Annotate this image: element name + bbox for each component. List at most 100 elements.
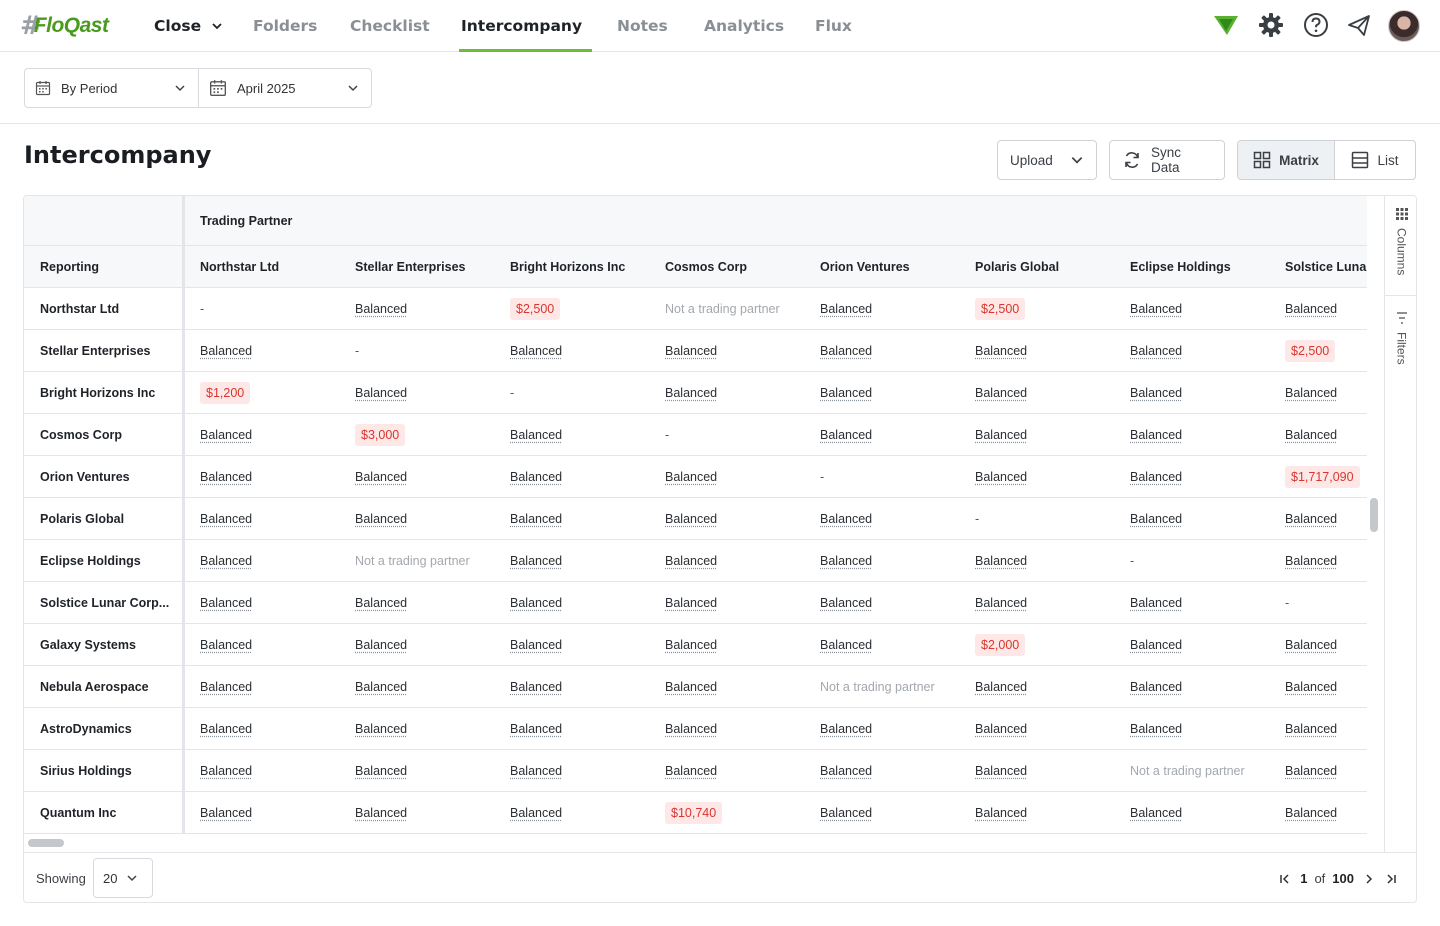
balanced-status[interactable]: Balanced (1285, 512, 1338, 526)
balanced-status[interactable]: Balanced (1130, 470, 1183, 484)
variance-badge[interactable]: $1,200 (200, 382, 251, 404)
balanced-status[interactable]: Balanced (975, 470, 1028, 484)
matrix-cell[interactable]: Balanced (1130, 330, 1182, 372)
balanced-status[interactable]: Balanced (1285, 680, 1338, 694)
column-header[interactable]: Polaris Global (975, 260, 1060, 274)
balanced-status[interactable]: Balanced (355, 680, 408, 694)
matrix-cell[interactable]: Balanced (510, 750, 562, 792)
balanced-status[interactable]: Balanced (200, 806, 253, 820)
balanced-status[interactable]: Balanced (665, 512, 718, 526)
matrix-cell[interactable]: Balanced (665, 372, 717, 414)
matrix-cell[interactable]: Balanced (200, 708, 252, 750)
balanced-status[interactable]: Balanced (1130, 680, 1183, 694)
list-view-button[interactable]: List (1335, 141, 1415, 179)
matrix-cell[interactable]: Balanced (820, 330, 872, 372)
user-avatar[interactable] (1388, 10, 1420, 42)
balanced-status[interactable]: Balanced (820, 596, 873, 610)
matrix-cell[interactable]: Balanced (665, 540, 717, 582)
balanced-status[interactable]: Balanced (665, 554, 718, 568)
matrix-cell[interactable]: Balanced (1130, 372, 1182, 414)
tab-folders[interactable]: Folders (253, 0, 317, 52)
last-page-icon[interactable] (1384, 872, 1398, 886)
floqast-logo[interactable]: # FloQast (20, 12, 109, 40)
matrix-cell[interactable]: Balanced (975, 330, 1027, 372)
balanced-status[interactable]: Balanced (200, 428, 253, 442)
balanced-status[interactable]: Balanced (510, 344, 563, 358)
matrix-cell[interactable]: Balanced (510, 624, 562, 666)
matrix-cell[interactable]: Balanced (665, 456, 717, 498)
balanced-status[interactable]: Balanced (665, 344, 718, 358)
balanced-status[interactable]: Balanced (820, 806, 873, 820)
balanced-status[interactable]: Balanced (665, 470, 718, 484)
matrix-cell[interactable]: Balanced (1285, 708, 1337, 750)
columns-panel-toggle[interactable]: Columns (1385, 208, 1416, 296)
column-header[interactable]: Eclipse Holdings (1130, 260, 1231, 274)
matrix-cell[interactable]: Balanced (665, 750, 717, 792)
balanced-status[interactable]: Balanced (1285, 386, 1338, 400)
balanced-status[interactable]: Balanced (510, 596, 563, 610)
matrix-cell[interactable]: Balanced (975, 750, 1027, 792)
matrix-cell[interactable]: $1,200 (200, 372, 251, 414)
matrix-cell[interactable]: Balanced (1130, 792, 1182, 834)
matrix-cell[interactable]: Balanced (355, 750, 407, 792)
matrix-cell[interactable]: $2,500 (975, 288, 1026, 330)
matrix-cell[interactable]: Balanced (355, 498, 407, 540)
matrix-cell[interactable]: Balanced (1130, 624, 1182, 666)
upload-button[interactable]: Upload (997, 140, 1097, 180)
matrix-cell[interactable]: Balanced (355, 624, 407, 666)
matrix-cell[interactable]: $2,500 (1285, 330, 1336, 372)
matrix-cell[interactable]: Balanced (200, 582, 252, 624)
balanced-status[interactable]: Balanced (975, 806, 1028, 820)
balanced-status[interactable]: Balanced (200, 596, 253, 610)
matrix-cell[interactable]: Balanced (1130, 498, 1182, 540)
balanced-status[interactable]: Balanced (1285, 764, 1338, 778)
balanced-status[interactable]: Balanced (1285, 638, 1338, 652)
variance-badge[interactable]: $2,500 (510, 298, 561, 320)
matrix-cell[interactable]: Balanced (355, 372, 407, 414)
balanced-status[interactable]: Balanced (975, 764, 1028, 778)
matrix-cell[interactable]: Balanced (665, 666, 717, 708)
balanced-status[interactable]: Balanced (1130, 806, 1183, 820)
matrix-cell[interactable]: Balanced (1285, 372, 1337, 414)
horizontal-scrollbar[interactable] (28, 839, 64, 847)
balanced-status[interactable]: Balanced (200, 638, 253, 652)
matrix-cell[interactable]: Balanced (200, 414, 252, 456)
balanced-status[interactable]: Balanced (355, 638, 408, 652)
vertical-scrollbar[interactable] (1370, 498, 1378, 532)
balanced-status[interactable]: Balanced (200, 680, 253, 694)
tab-checklist[interactable]: Checklist (350, 0, 430, 52)
matrix-cell[interactable]: Balanced (665, 330, 717, 372)
matrix-cell[interactable]: Balanced (820, 288, 872, 330)
balanced-status[interactable]: Balanced (665, 596, 718, 610)
balanced-status[interactable]: Balanced (355, 386, 408, 400)
matrix-cell[interactable]: Balanced (975, 708, 1027, 750)
balanced-status[interactable]: Balanced (510, 512, 563, 526)
balanced-status[interactable]: Balanced (1285, 428, 1338, 442)
matrix-cell[interactable]: Balanced (200, 498, 252, 540)
balanced-status[interactable]: Balanced (355, 596, 408, 610)
matrix-cell[interactable]: Balanced (1285, 288, 1337, 330)
matrix-cell[interactable]: Balanced (355, 288, 407, 330)
balanced-status[interactable]: Balanced (820, 722, 873, 736)
matrix-cell[interactable]: Balanced (820, 708, 872, 750)
matrix-cell[interactable]: $2,500 (510, 288, 561, 330)
tab-analytics[interactable]: Analytics (704, 0, 784, 52)
matrix-cell[interactable]: Balanced (1130, 288, 1182, 330)
balanced-status[interactable]: Balanced (665, 764, 718, 778)
matrix-cell[interactable]: $10,740 (665, 792, 723, 834)
matrix-cell[interactable]: Balanced (1285, 414, 1337, 456)
matrix-cell[interactable]: Balanced (200, 666, 252, 708)
balanced-status[interactable]: Balanced (1130, 302, 1183, 316)
matrix-cell[interactable]: Balanced (1285, 624, 1337, 666)
balanced-status[interactable]: Balanced (665, 638, 718, 652)
tab-intercompany[interactable]: Intercompany (458, 0, 593, 52)
matrix-cell[interactable]: Balanced (200, 792, 252, 834)
matrix-cell[interactable]: Balanced (1285, 750, 1337, 792)
balanced-status[interactable]: Balanced (975, 428, 1028, 442)
balanced-status[interactable]: Balanced (510, 806, 563, 820)
balanced-status[interactable]: Balanced (1285, 806, 1338, 820)
matrix-cell[interactable]: Balanced (820, 540, 872, 582)
matrix-cell[interactable]: Balanced (1130, 456, 1182, 498)
balanced-status[interactable]: Balanced (200, 512, 253, 526)
matrix-cell[interactable]: Balanced (355, 792, 407, 834)
